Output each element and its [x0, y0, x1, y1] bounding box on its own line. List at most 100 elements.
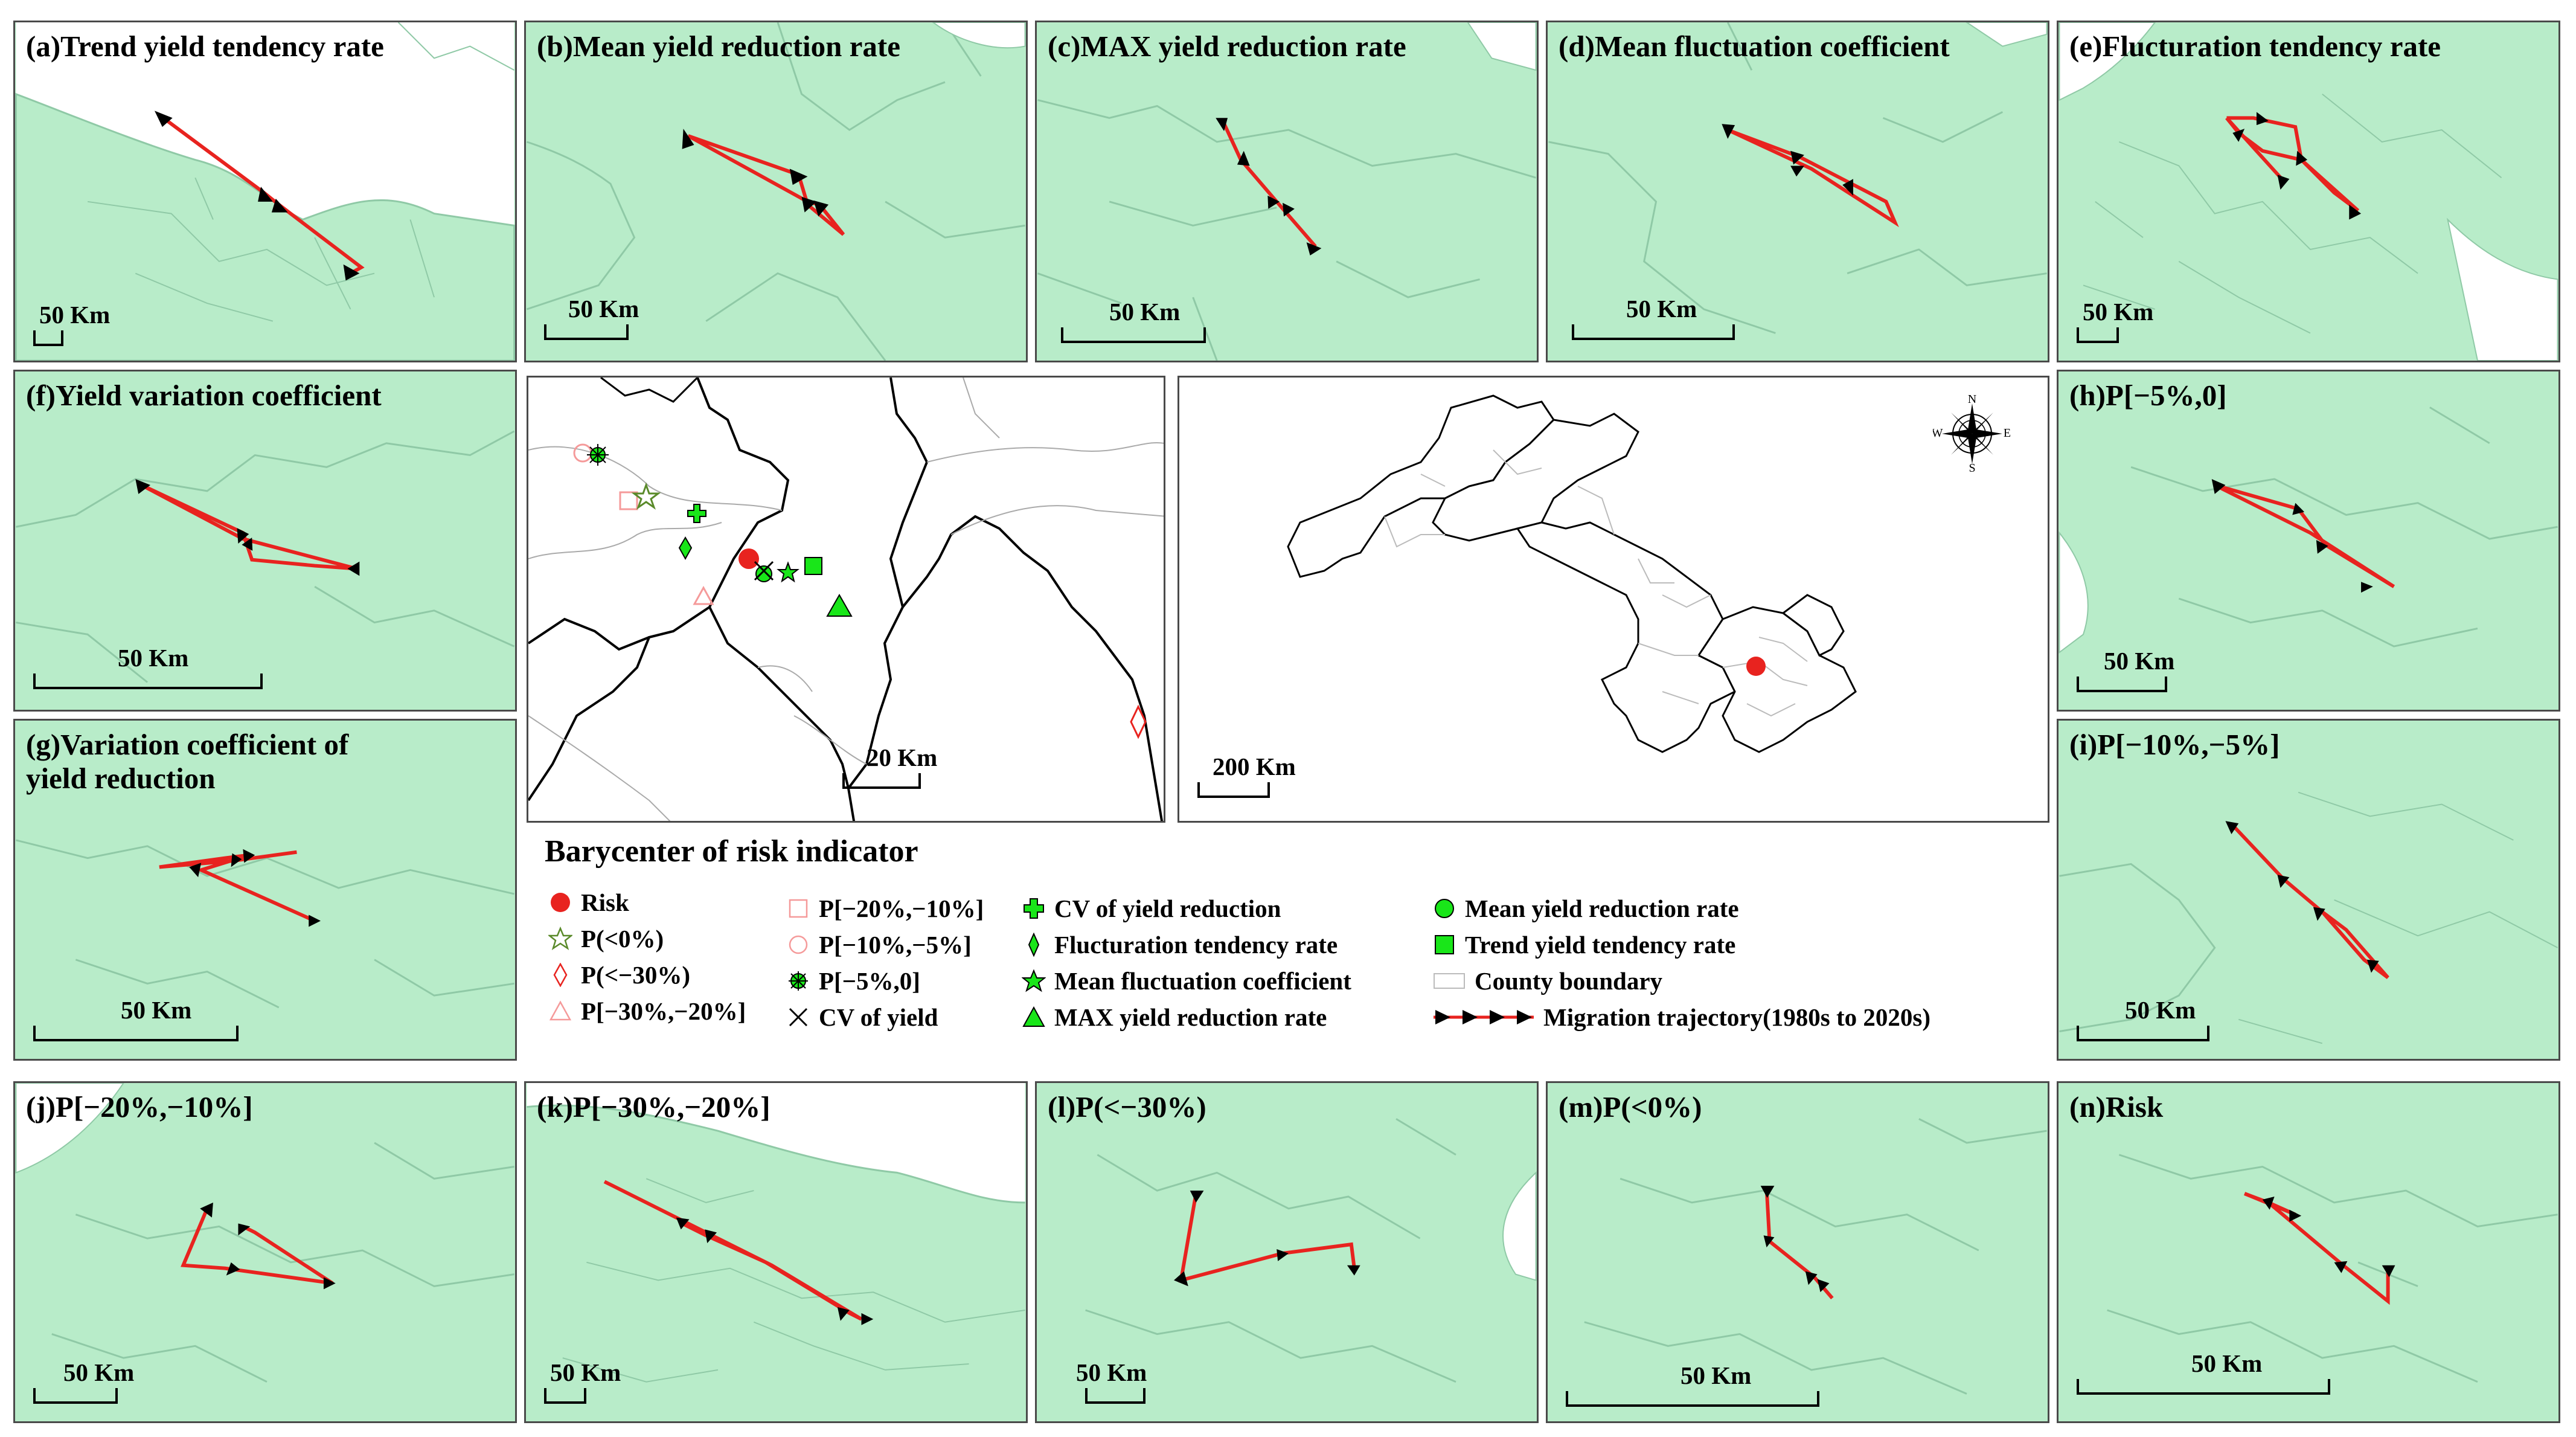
- trajectory-arrow: [258, 187, 273, 202]
- risk-circle-icon: [551, 893, 570, 912]
- trajectory-arrow: [2334, 1261, 2348, 1273]
- trajectory-arrow: [1790, 150, 1804, 165]
- scale-label: 50 Km: [1680, 1361, 1752, 1389]
- map-background: [1037, 22, 1537, 361]
- trajectory-arrow: [2277, 175, 2290, 190]
- scale-label: 50 Km: [568, 295, 639, 323]
- trajectory-arrow: [1347, 1265, 1360, 1276]
- legend-item-p-20-10: P[−20%,−10%]: [786, 894, 984, 923]
- migration-trajectory: [154, 111, 365, 281]
- trajectory-arrow: [2366, 959, 2379, 973]
- scale-label: 20 Km: [867, 744, 938, 771]
- trajectory-arrow: [705, 1229, 717, 1244]
- scale-line: [1085, 1388, 1145, 1404]
- migration-trajectory: [1722, 124, 1899, 228]
- trajectory-arrow: [1237, 150, 1250, 166]
- legend-item-mean-yield-reduction: Mean yield reduction rate: [1432, 894, 1739, 923]
- migration-trajectory: [1216, 118, 1322, 256]
- trajectory-arrow: [2382, 1265, 2395, 1278]
- trajectory-arrow: [2313, 907, 2325, 921]
- scale-label: 50 Km: [39, 301, 111, 329]
- scale-line: [1061, 327, 1206, 343]
- migration-trajectory-arrow-icon: [1434, 1010, 1534, 1024]
- trajectory-arrow: [231, 853, 242, 867]
- trajectory-arrow: [837, 1307, 850, 1321]
- trajectory-arrow: [226, 1262, 240, 1276]
- map-background: [1548, 1083, 2047, 1421]
- trajectory-arrow: [1267, 195, 1280, 209]
- migration-trajectory: [135, 479, 360, 576]
- trajectory-arrow: [237, 528, 249, 544]
- migration-trajectory: [1760, 1186, 1834, 1300]
- trajectory-arrow: [1190, 1191, 1204, 1203]
- trajectory-arrow: [1283, 202, 1295, 217]
- trajectory-arrow: [309, 915, 321, 927]
- symbol-p-10-5: [573, 443, 592, 463]
- star-outline-icon: [548, 927, 572, 950]
- map-background: [16, 371, 515, 710]
- scale-line: [33, 673, 263, 689]
- symbol-p-less-0: [631, 482, 661, 510]
- trajectory-arrow: [200, 1202, 213, 1218]
- scale-line: [842, 773, 921, 789]
- panel-title: (f)Yield variation coefficient: [26, 379, 382, 412]
- north-arrow-compass-icon: N S W E: [1933, 394, 2011, 473]
- scale-line: [2077, 327, 2119, 343]
- scale-label: 50 Km: [118, 644, 189, 672]
- trajectory-arrow: [189, 863, 202, 878]
- scale-label: 50 Km: [121, 996, 192, 1024]
- asterisk-circle-icon: [789, 971, 808, 991]
- symbol-mean-fluctuation: [777, 561, 799, 583]
- trajectory-arrow: [2361, 582, 2373, 593]
- trajectory-arrow: [2277, 875, 2290, 889]
- legend-item-trend-yield-tendency: Trend yield tendency rate: [1432, 930, 1735, 959]
- migration-trajectory: [682, 129, 845, 236]
- county-boundary-swatch-icon: [1434, 973, 1465, 989]
- overview-map-canvas: [1287, 394, 1857, 753]
- scale-line: [1197, 782, 1270, 798]
- symbol-mean-yield-reduction: [755, 565, 772, 582]
- scale-label: 50 Km: [550, 1358, 621, 1386]
- overview-map: N S W E 200 Km: [1177, 376, 2049, 823]
- legend-item-flucturation-tendency: Flucturation tendency rate: [1022, 930, 1338, 959]
- symbol-cv-yield: [754, 561, 774, 581]
- migration-trajectory: [603, 1180, 874, 1325]
- panel-title: (i)P[−10%,−5%]: [2069, 728, 2280, 761]
- trajectory-arrow: [1805, 1271, 1818, 1285]
- legend-item-cv-yield: CV of yield: [786, 1003, 938, 1032]
- map-background: [526, 22, 1026, 361]
- panel-title: (c)MAX yield reduction rate: [1048, 30, 1406, 63]
- trajectory-arrow: [2349, 204, 2362, 220]
- triangle-outline-icon: [549, 1000, 572, 1021]
- scale-label: 50 Km: [2191, 1349, 2263, 1377]
- migration-trajectory: [2225, 821, 2389, 979]
- square-filled-icon: [1435, 935, 1454, 954]
- scale-label: 50 Km: [2104, 647, 2175, 675]
- trajectory-arrow: [1760, 1186, 1775, 1198]
- scale-line: [33, 330, 63, 346]
- scale-line: [1566, 1391, 1819, 1407]
- legend-item-cv-yield-reduction: CV of yield reduction: [1022, 894, 1281, 923]
- panel-n-risk: (n)Risk 50 Km: [2057, 1081, 2560, 1423]
- migration-trajectory: [2225, 112, 2362, 220]
- trajectory-arrow: [1174, 1271, 1188, 1287]
- legend-item-p-5-0: P[−5%,0]: [786, 966, 920, 995]
- panel-title: (a)Trend yield tendency rate: [26, 30, 384, 63]
- trajectory-arrow: [271, 198, 288, 213]
- map-background: [2059, 721, 2558, 1059]
- symbol-max-yield-reduction: [826, 593, 853, 617]
- trajectory-arrow: [2289, 1209, 2302, 1222]
- legend-item-p-10-5: P[−10%,−5%]: [786, 930, 972, 959]
- trajectory-arrow: [135, 479, 151, 494]
- panel-g-variation-coefficient-of-yield-reduction: (g)Variation coefficient of yield reduct…: [13, 719, 517, 1061]
- circle-outline-icon: [789, 935, 808, 954]
- legend-item-p-30-20: P[−30%,−20%]: [548, 997, 746, 1026]
- legend-item-p-less-0: P(<0%): [548, 924, 664, 953]
- legend-item-mean-fluctuation: Mean fluctuation coefficient: [1022, 966, 1351, 995]
- scale-line: [2077, 1026, 2209, 1041]
- panel-m-p-less-0: (m)P(<0%) 50 Km: [1546, 1081, 2049, 1423]
- map-background: [1548, 22, 2048, 361]
- trajectory-arrow: [243, 849, 255, 863]
- scale-label: 200 Km: [1213, 753, 1296, 780]
- panel-h-p-minus5-0: (h)P[−5%,0] 50 Km: [2057, 370, 2560, 712]
